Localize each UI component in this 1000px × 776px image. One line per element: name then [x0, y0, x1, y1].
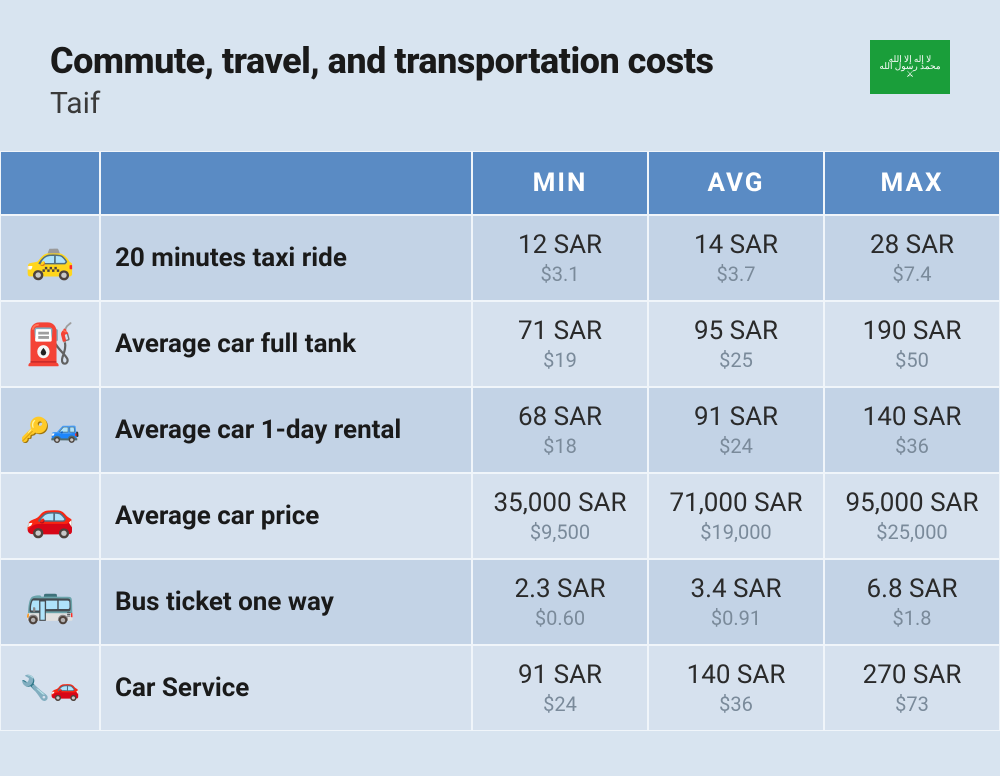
secondary-value: $0.91 [711, 606, 761, 630]
secondary-value: $73 [895, 692, 929, 716]
row-label: Average car 1-day rental [100, 387, 472, 473]
secondary-value: $24 [719, 434, 753, 458]
primary-value: 14 SAR [694, 230, 778, 260]
th-label-col [100, 151, 472, 215]
primary-value: 91 SAR [694, 402, 778, 432]
primary-value: 6.8 SAR [867, 574, 958, 604]
primary-value: 140 SAR [687, 660, 786, 690]
secondary-value: $36 [895, 434, 929, 458]
table-row: 🔧🚗Car Service91 SAR$24140 SAR$36270 SAR$… [0, 645, 1000, 731]
primary-value: 28 SAR [870, 230, 954, 260]
row-min: 35,000 SAR$9,500 [472, 473, 648, 559]
row-icon: 🔧🚗 [0, 645, 100, 731]
page-title: Commute, travel, and transportation cost… [50, 40, 713, 82]
primary-value: 91 SAR [518, 660, 602, 690]
primary-value: 68 SAR [518, 402, 602, 432]
row-max: 140 SAR$36 [824, 387, 1000, 473]
row-min: 2.3 SAR$0.60 [472, 559, 648, 645]
primary-value: 190 SAR [863, 316, 962, 346]
secondary-value: $0.60 [535, 606, 585, 630]
row-avg: 140 SAR$36 [648, 645, 824, 731]
primary-value: 71,000 SAR [669, 488, 802, 518]
primary-value: 95 SAR [694, 316, 778, 346]
secondary-value: $19 [543, 348, 577, 372]
secondary-value: $9,500 [530, 520, 590, 544]
primary-value: 12 SAR [518, 230, 602, 260]
row-icon: ⛽ [0, 301, 100, 387]
row-label: Bus ticket one way [100, 559, 472, 645]
secondary-value: $3.1 [541, 262, 580, 286]
row-max: 95,000 SAR$25,000 [824, 473, 1000, 559]
row-max: 190 SAR$50 [824, 301, 1000, 387]
primary-value: 95,000 SAR [845, 488, 978, 518]
row-label: Car Service [100, 645, 472, 731]
row-label: 20 minutes taxi ride [100, 215, 472, 301]
secondary-value: $24 [543, 692, 577, 716]
table-row: 🚗Average car price35,000 SAR$9,50071,000… [0, 473, 1000, 559]
cost-table: MIN AVG MAX 🚕20 minutes taxi ride12 SAR$… [0, 151, 1000, 731]
page-subtitle: Taif [50, 86, 713, 121]
row-avg: 71,000 SAR$19,000 [648, 473, 824, 559]
row-avg: 3.4 SAR$0.91 [648, 559, 824, 645]
primary-value: 3.4 SAR [691, 574, 782, 604]
secondary-value: $25 [719, 348, 753, 372]
table-head: MIN AVG MAX [0, 151, 1000, 215]
row-icon: 🚌 [0, 559, 100, 645]
secondary-value: $18 [543, 434, 577, 458]
primary-value: 2.3 SAR [515, 574, 606, 604]
row-icon: 🚗 [0, 473, 100, 559]
th-min: MIN [472, 151, 648, 215]
secondary-value: $25,000 [876, 520, 947, 544]
secondary-value: $7.4 [893, 262, 932, 286]
th-icon-col [0, 151, 100, 215]
secondary-value: $36 [719, 692, 753, 716]
country-flag-icon: لا إله إلا اللهمحمد رسول الله⚔ [870, 40, 950, 94]
table-row: ⛽Average car full tank71 SAR$1995 SAR$25… [0, 301, 1000, 387]
table-body: 🚕20 minutes taxi ride12 SAR$3.114 SAR$3.… [0, 215, 1000, 731]
row-icon: 🚕 [0, 215, 100, 301]
row-avg: 95 SAR$25 [648, 301, 824, 387]
th-avg: AVG [648, 151, 824, 215]
row-max: 6.8 SAR$1.8 [824, 559, 1000, 645]
flag-script: لا إله إلا اللهمحمد رسول الله⚔ [879, 56, 940, 78]
row-min: 71 SAR$19 [472, 301, 648, 387]
secondary-value: $1.8 [893, 606, 932, 630]
row-max: 270 SAR$73 [824, 645, 1000, 731]
primary-value: 35,000 SAR [493, 488, 626, 518]
row-label: Average car price [100, 473, 472, 559]
secondary-value: $3.7 [717, 262, 756, 286]
table-row: 🚕20 minutes taxi ride12 SAR$3.114 SAR$3.… [0, 215, 1000, 301]
title-block: Commute, travel, and transportation cost… [50, 40, 713, 121]
row-avg: 91 SAR$24 [648, 387, 824, 473]
table-row: 🔑🚙Average car 1-day rental68 SAR$1891 SA… [0, 387, 1000, 473]
row-max: 28 SAR$7.4 [824, 215, 1000, 301]
table-row: 🚌Bus ticket one way2.3 SAR$0.603.4 SAR$0… [0, 559, 1000, 645]
row-min: 91 SAR$24 [472, 645, 648, 731]
row-min: 68 SAR$18 [472, 387, 648, 473]
row-label: Average car full tank [100, 301, 472, 387]
primary-value: 270 SAR [863, 660, 962, 690]
row-min: 12 SAR$3.1 [472, 215, 648, 301]
primary-value: 71 SAR [518, 316, 602, 346]
primary-value: 140 SAR [863, 402, 962, 432]
row-icon: 🔑🚙 [0, 387, 100, 473]
secondary-value: $50 [895, 348, 929, 372]
secondary-value: $19,000 [700, 520, 771, 544]
row-avg: 14 SAR$3.7 [648, 215, 824, 301]
th-max: MAX [824, 151, 1000, 215]
header: Commute, travel, and transportation cost… [0, 0, 1000, 151]
